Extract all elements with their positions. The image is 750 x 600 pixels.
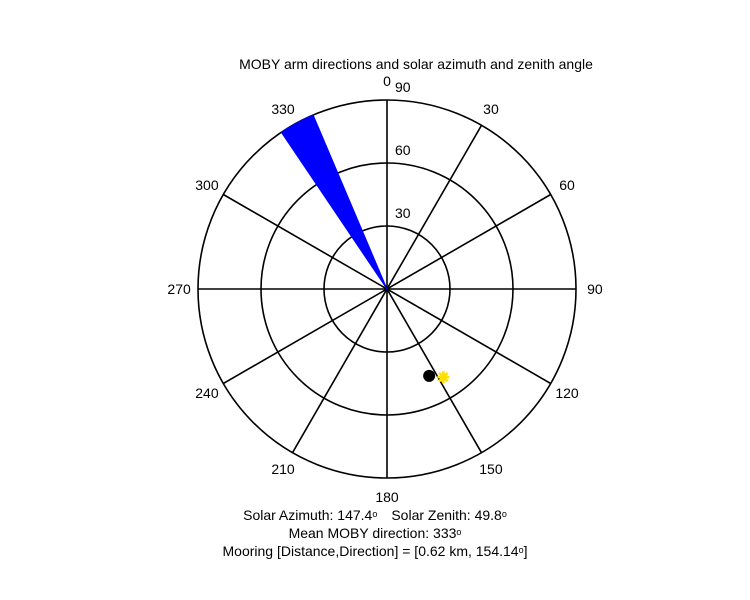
angle-tick-label: 180 [375,489,399,505]
angle-tick-label: 210 [271,461,295,477]
degree-symbol: o [456,527,462,537]
mean-direction-label: Mean MOBY direction: 333 [288,525,457,541]
polar-data [280,114,450,384]
ring-30 [323,225,451,353]
angle-tick-label: 150 [479,461,503,477]
angle-tick-label: 240 [195,385,219,401]
angle-tick-label: 30 [483,101,499,117]
moby-arm-wedge [280,114,388,290]
solar-zenith-label: Solar Zenith: 49.8 [391,507,502,523]
angle-tick-label: 120 [555,385,579,401]
degree-symbol: o [501,509,507,519]
angle-tick-label: 270 [167,281,191,297]
chart-title: MOBY arm directions and solar azimuth an… [239,56,593,72]
sun-marker [437,371,450,384]
radial-tick-label: 60 [395,142,411,158]
mooring-label-end: ] [523,543,528,559]
solar-angles-caption: Solar Azimuth: 147.4o Solar Zenith: 49.8o [0,507,750,523]
angle-tick-label: 0 [383,73,391,89]
mooring-label: Mooring [Distance,Direction] = [0.62 km,… [222,543,519,559]
polar-labels: 0 30 60 90 120 150 180 210 240 270 300 330 30 60 90 [167,73,602,505]
ring-60 [260,162,514,416]
mooring-caption: Mooring [Distance,Direction] = [0.62 km,… [0,543,750,559]
radial-tick-label: 30 [395,205,411,221]
angle-tick-label: 300 [195,177,219,193]
mean-direction-caption: Mean MOBY direction: 333o [0,525,750,541]
radial-tick-label: 90 [395,79,411,95]
angle-tick-label: 60 [559,177,575,193]
degree-symbol: o [372,509,378,519]
sun-core [440,374,447,381]
solar-azimuth-label: Solar Azimuth: 147.4 [243,507,373,523]
degree-symbol: o [518,545,524,555]
mooring-marker [423,369,436,382]
angle-tick-label: 330 [271,101,295,117]
ring-90 [197,99,577,479]
angle-tick-label: 90 [587,281,603,297]
